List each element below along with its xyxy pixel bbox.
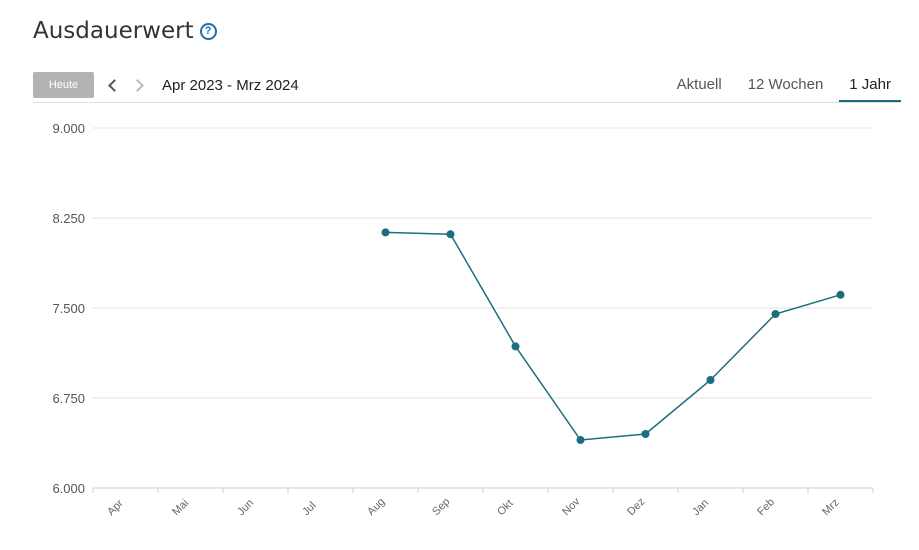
today-button[interactable]: Heute [33,72,94,98]
data-point[interactable] [381,228,390,237]
data-point[interactable] [641,430,650,438]
x-tick-label: Mrz [820,497,841,518]
x-tick-label: Feb [755,496,777,518]
series-line [385,231,841,441]
x-tick-label: Aug [365,496,387,518]
data-point[interactable] [836,290,845,299]
x-tick-label: Mai [170,497,191,518]
data-point[interactable] [706,376,715,384]
page-title: Ausdauerwert ? [33,18,217,44]
y-tick-label: 6.750 [52,391,85,406]
x-tick-label: Jan [690,497,711,518]
x-tick-label: Sep [430,496,452,518]
x-tick-label: Jun [235,497,256,518]
data-point[interactable] [576,436,585,444]
y-tick-label: 6.000 [52,481,85,496]
data-point[interactable] [771,310,780,318]
x-tick-label: Okt [495,498,516,519]
data-point[interactable] [446,230,455,239]
tab-12-wochen[interactable]: 12 Wochen [747,76,824,93]
period-tabs: Aktuell 12 Wochen 1 Jahr [661,72,901,102]
tab-1-jahr[interactable]: 1 Jahr [839,72,901,102]
y-tick-label: 9.000 [52,121,85,136]
x-tick-label: Jul [300,500,318,518]
y-tick-label: 7.500 [52,301,85,316]
x-tick-label: Apr [105,497,126,518]
x-tick-label: Nov [560,495,583,518]
chart-toolbar: Heute Apr 2023 - Mrz 2024 Aktuell 12 Woc… [33,72,901,103]
date-range-label: Apr 2023 - Mrz 2024 [162,77,299,94]
y-tick-label: 8.250 [52,211,85,226]
x-tick-label: Dez [625,496,647,518]
page-title-text: Ausdauerwert [33,18,194,44]
tab-aktuell[interactable]: Aktuell [676,76,722,93]
question-circle-icon[interactable]: ? [199,22,217,40]
data-point[interactable] [511,342,520,351]
